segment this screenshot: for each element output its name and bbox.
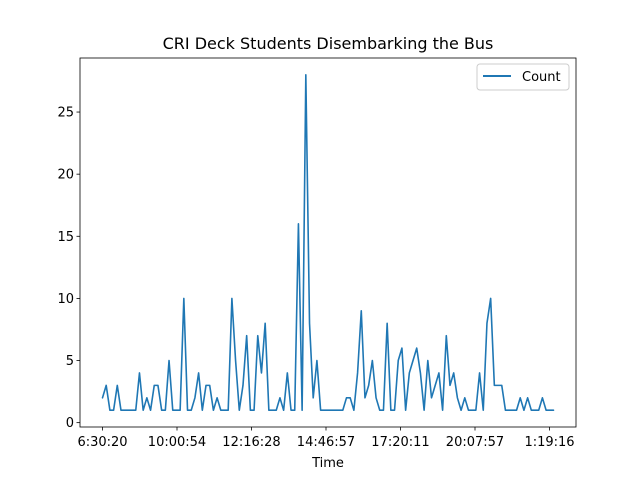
x-tick-label: 1:19:16 — [524, 435, 574, 450]
axes-frame — [79, 57, 577, 428]
series-line-count — [101, 73, 555, 412]
plot-area — [101, 73, 555, 412]
y-tick-label: 20 — [57, 168, 74, 183]
y-tick-label: 25 — [57, 106, 74, 121]
y-tick-label: 10 — [57, 292, 74, 307]
legend-box — [476, 63, 570, 91]
legend: Count — [476, 63, 570, 91]
x-axis-label: Time — [311, 456, 344, 471]
x-tick-label: 17:20:11 — [371, 435, 429, 450]
y-tick-label: 0 — [66, 416, 74, 431]
x-tick-label: 10:00:54 — [148, 435, 206, 450]
x-tick-label: 20:07:57 — [446, 435, 504, 450]
x-tick-label: 14:46:57 — [297, 435, 355, 450]
x-tick-label: 12:16:28 — [222, 435, 280, 450]
y-tick-label: 5 — [66, 354, 74, 369]
chart-title: CRI Deck Students Disembarking the Bus — [163, 34, 494, 53]
y-tick-label: 15 — [57, 230, 74, 245]
axes: 0 5 10 15 20 25 6:30:20 10:00:54 12:16:28 14:46:5… — [57, 57, 577, 450]
legend-label-count: Count — [522, 70, 561, 85]
x-tick-label: 6:30:20 — [77, 435, 127, 450]
